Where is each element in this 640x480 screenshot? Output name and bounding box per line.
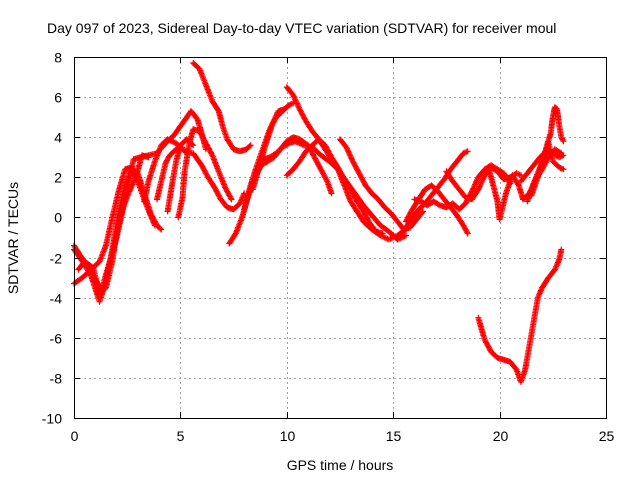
data-point-markers xyxy=(283,84,409,243)
x-tick-label: 15 xyxy=(386,428,402,444)
x-tick-label: 10 xyxy=(280,428,296,444)
data-series-track-14 xyxy=(283,84,409,243)
y-tick-label: 8 xyxy=(54,50,62,66)
data-point-markers xyxy=(517,148,567,185)
y-tick-labels: -10 -8 -6 -4 -2 0 2 4 6 8 xyxy=(42,50,62,427)
chart-title: Day 097 of 2023, Sidereal Day-to-day VTE… xyxy=(47,20,556,36)
y-axis-label: SDTVAR / TECUs xyxy=(5,182,21,294)
y-tick-label: 4 xyxy=(54,130,62,146)
data-point-markers xyxy=(475,246,565,385)
data-series-track-16 xyxy=(337,136,426,233)
y-tick-label: 6 xyxy=(54,90,62,106)
data-series-track-8 xyxy=(154,144,186,203)
data-point-markers xyxy=(283,136,386,237)
y-tick-label: -2 xyxy=(50,251,63,267)
data-series-track-9 xyxy=(190,60,254,155)
data-point-markers xyxy=(190,60,254,155)
data-point-markers xyxy=(337,136,426,233)
x-tick-label: 5 xyxy=(177,428,185,444)
x-tick-labels: 0 5 10 15 20 25 xyxy=(71,428,615,444)
y-tick-label: -4 xyxy=(50,291,63,307)
data-series-track-25 xyxy=(475,246,565,385)
plot-frame xyxy=(74,57,607,419)
data-point-markers xyxy=(75,152,152,297)
y-tick-label: 2 xyxy=(54,170,62,186)
axis-ticks xyxy=(74,57,607,419)
x-tick-label: 25 xyxy=(599,428,615,444)
y-tick-label: -10 xyxy=(42,411,62,427)
y-tick-label: 0 xyxy=(54,210,62,226)
x-tick-label: 20 xyxy=(493,428,509,444)
x-tick-label: 0 xyxy=(71,428,79,444)
data-series-track-24 xyxy=(517,148,567,185)
y-tick-label: -6 xyxy=(50,331,63,347)
data-point-markers xyxy=(154,144,186,203)
data-series-track-4 xyxy=(75,152,152,297)
x-axis-label: GPS time / hours xyxy=(287,457,394,473)
data-points xyxy=(71,60,567,385)
data-series-track-15 xyxy=(283,136,386,237)
y-tick-label: -8 xyxy=(50,371,63,387)
